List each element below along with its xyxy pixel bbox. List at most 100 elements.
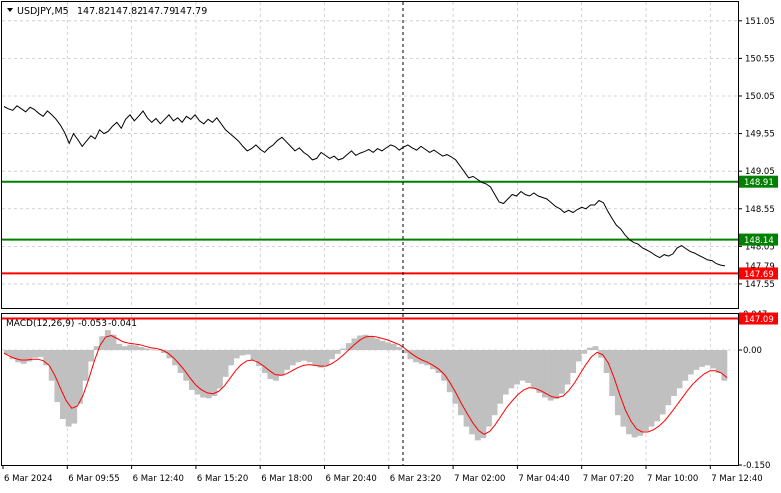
- ohlc-high: 147.82: [110, 6, 143, 17]
- macd-histogram-bar: [256, 350, 263, 367]
- macd-histogram-bar: [306, 350, 313, 363]
- macd-histogram-bar: [345, 343, 352, 350]
- macd-histogram-bar: [48, 350, 55, 381]
- macd-histogram-bar: [368, 336, 375, 350]
- macd-histogram-bar: [301, 350, 307, 361]
- macd-histogram-bar: [177, 350, 184, 373]
- macd-histogram-bar: [631, 350, 638, 438]
- macd-histogram-bar: [20, 350, 27, 364]
- macd-histogram-bar: [586, 347, 593, 350]
- macd-histogram-bar: [648, 350, 655, 427]
- macd-histogram-bar: [603, 350, 610, 373]
- macd-histogram-bar: [82, 350, 89, 381]
- macd-histogram-bar: [340, 348, 347, 350]
- macd-histogram-bar: [491, 350, 498, 416]
- macd-histogram-bar: [710, 350, 717, 369]
- time-axis-label: 7 Mar 12:40: [711, 474, 762, 484]
- price-axis-label: 151.05: [745, 17, 775, 27]
- macd-histogram-bar: [245, 350, 251, 355]
- macd-histogram-bar: [508, 350, 515, 389]
- macd-histogram-bar: [676, 350, 683, 389]
- macd-histogram-bar: [614, 350, 621, 416]
- macd-signal-line: [3, 334, 728, 435]
- macd-histogram-bar: [9, 350, 16, 360]
- price-level-label: 147.09: [744, 315, 774, 325]
- macd-histogram-bar: [424, 350, 431, 366]
- macd-header: MACD(12,26,9) -0.053 -0.041: [6, 319, 137, 329]
- macd-histogram-bar: [536, 350, 543, 393]
- price-axis-label: 150.05: [745, 92, 775, 102]
- macd-histogram-bar: [379, 340, 386, 350]
- macd-histogram-bar: [37, 350, 44, 357]
- time-axis-label: 7 Mar 04:40: [518, 474, 569, 484]
- macd-histogram-bar: [514, 350, 520, 385]
- dropdown-triangle-icon[interactable]: [7, 8, 13, 12]
- macd-histogram-bar: [682, 350, 689, 381]
- series-lines: [3, 105, 728, 435]
- macd-histogram-bar: [312, 350, 319, 366]
- macd-histogram-bar: [357, 335, 363, 351]
- macd-histogram-bar: [149, 349, 156, 351]
- macd-histogram-bar: [519, 350, 526, 381]
- macd-histogram-bar: [15, 350, 22, 363]
- time-axis-label: 6 Mar 23:20: [390, 474, 441, 484]
- axes: 6 Mar 2024 6 Mar 09:55 6 Mar 12:40 6 Mar 15…: [2, 17, 775, 484]
- symbol-label: USDJPY,M5: [17, 6, 69, 17]
- ohlc-low: 147.79: [142, 6, 175, 17]
- macd-panel-border: [1, 313, 739, 466]
- macd-signal-value: -0.041: [108, 319, 137, 329]
- price-axis-label: 149.05: [745, 167, 775, 177]
- macd-axis-label: 0.00: [743, 346, 762, 356]
- macd-histogram-bar: [32, 350, 38, 358]
- macd-histogram-bar: [323, 350, 330, 366]
- macd-histogram-bar: [183, 350, 190, 381]
- macd-histogram-bar: [93, 346, 100, 350]
- macd-histogram-bar: [396, 347, 403, 351]
- macd-histogram-bar: [542, 350, 548, 398]
- macd-histogram-bar: [564, 350, 571, 385]
- macd-histogram-bar: [558, 350, 565, 394]
- macd-histogram-bar: [65, 350, 72, 427]
- price-levels: [2, 180, 738, 320]
- macd-histogram-bar: [267, 350, 274, 380]
- time-axis-label: 6 Mar 2024: [4, 474, 52, 484]
- macd-histogram-bar: [525, 350, 532, 383]
- price-axis-label: 149.55: [745, 130, 775, 140]
- macd-histogram-bar: [463, 350, 470, 427]
- grid-lines: [2, 2, 738, 465]
- time-axis-label: 7 Mar 10:00: [647, 474, 698, 484]
- macd-histogram-bar: [373, 338, 380, 350]
- macd-histogram-bar: [194, 350, 201, 395]
- macd-histogram-bar: [329, 350, 335, 360]
- time-axis-label: 6 Mar 09:55: [68, 474, 119, 484]
- macd-histogram-bar: [200, 350, 207, 398]
- macd-histogram-bar: [138, 347, 145, 351]
- macd-histogram-bar: [687, 350, 694, 375]
- macd-histogram-bar: [273, 350, 279, 381]
- price-axis-label: 150.55: [745, 54, 775, 64]
- macd-histogram-bar: [441, 350, 448, 381]
- macd-histogram-bar: [211, 350, 218, 396]
- macd-histogram-bar: [704, 350, 711, 366]
- macd-indicator-label: MACD(12,26,9): [6, 319, 74, 329]
- macd-histogram-bar: [592, 346, 599, 350]
- macd-histogram-bar: [665, 350, 672, 406]
- macd-histogram-bar: [401, 350, 408, 354]
- time-axis-label: 6 Mar 12:40: [133, 474, 184, 484]
- macd-histogram-bar: [671, 350, 677, 396]
- macd-histogram-bar: [654, 350, 660, 422]
- macd-histogram-bar: [144, 348, 150, 350]
- macd-histogram-bar: [570, 350, 576, 373]
- level-labels: 148.91 148.14 147.69 147.09: [739, 175, 778, 325]
- price-level-badge: [739, 312, 778, 325]
- macd-histogram-bar: [721, 350, 728, 381]
- macd-histogram-bar: [295, 350, 302, 363]
- macd-histogram-bar: [446, 350, 453, 393]
- macd-histogram-bar: [121, 346, 128, 350]
- macd-histogram-bar: [637, 350, 644, 436]
- macd-histogram-bar: [502, 350, 509, 395]
- time-axis-label: 7 Mar 07:20: [583, 474, 634, 484]
- macd-histogram-bar: [250, 350, 257, 360]
- macd-histogram-bar: [60, 350, 66, 419]
